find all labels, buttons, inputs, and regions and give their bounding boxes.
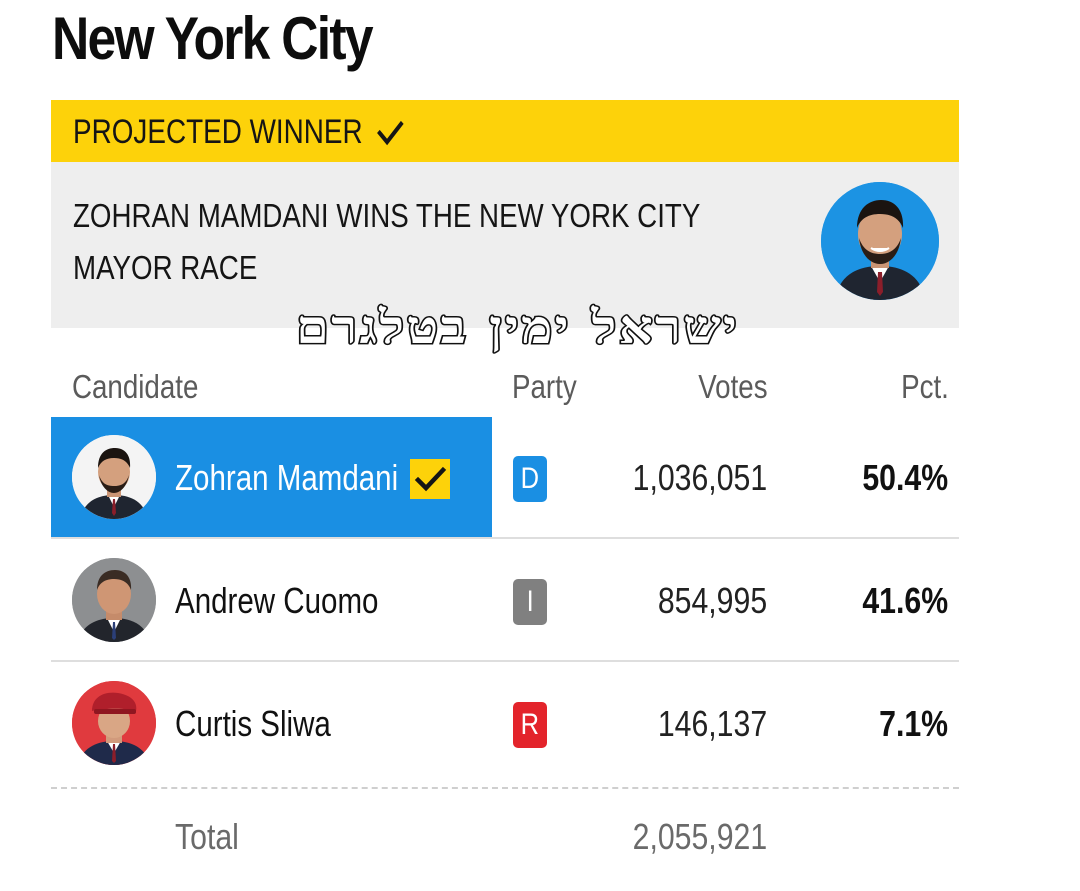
headline-text: ZOHRAN MAMDANI WINS THE NEW YORK CITY MA…	[73, 197, 700, 286]
candidate-name: Zohran Mamdani	[175, 457, 399, 498]
candidate-name: Curtis Sliwa	[175, 703, 331, 744]
table-row[interactable]: Zohran Mamdani D 1,036,051 50.4%	[51, 417, 959, 537]
candidate-avatar	[72, 558, 156, 642]
total-divider	[51, 787, 959, 789]
column-header-party[interactable]: Party	[512, 368, 577, 405]
person-portrait-icon	[72, 558, 156, 642]
headline-card[interactable]: ZOHRAN MAMDANI WINS THE NEW YORK CITY MA…	[51, 162, 959, 328]
total-label: Total	[175, 816, 239, 857]
column-header-candidate[interactable]: Candidate	[72, 368, 199, 405]
person-portrait-icon	[72, 435, 156, 519]
checkmark-icon	[414, 466, 447, 492]
vote-percentage: 41.6%	[862, 580, 948, 621]
vote-percentage: 50.4%	[862, 457, 948, 498]
party-badge: R	[513, 702, 547, 748]
column-header-pct[interactable]: Pct.	[901, 368, 949, 405]
vote-percentage: 7.1%	[879, 703, 948, 744]
projected-winner-banner: PROJECTED WINNER	[51, 100, 959, 162]
vote-count: 854,995	[657, 580, 767, 621]
vote-count: 146,137	[657, 703, 767, 744]
person-portrait-icon	[72, 681, 156, 765]
total-votes: 2,055,921	[632, 816, 767, 857]
party-badge: D	[513, 456, 547, 502]
candidate-avatar	[72, 681, 156, 765]
winner-portrait	[821, 182, 939, 300]
checkmark-icon	[377, 120, 404, 145]
table-row[interactable]: Andrew Cuomo I 854,995 41.6%	[51, 540, 959, 660]
column-header-votes[interactable]: Votes	[698, 368, 768, 405]
table-row[interactable]: Curtis Sliwa R 146,137 7.1%	[51, 663, 959, 783]
projected-winner-label: PROJECTED WINNER	[73, 113, 363, 151]
party-badge: I	[513, 579, 547, 625]
candidate-name: Andrew Cuomo	[175, 580, 379, 621]
person-portrait-icon	[821, 182, 939, 300]
winner-check-badge	[410, 459, 450, 499]
vote-count: 1,036,051	[632, 457, 767, 498]
page-title: New York City	[52, 5, 374, 72]
candidate-avatar	[72, 435, 156, 519]
row-divider	[51, 660, 959, 662]
row-divider	[51, 537, 959, 539]
telegram-watermark: ישראל ימין בטלגרם	[294, 299, 740, 356]
